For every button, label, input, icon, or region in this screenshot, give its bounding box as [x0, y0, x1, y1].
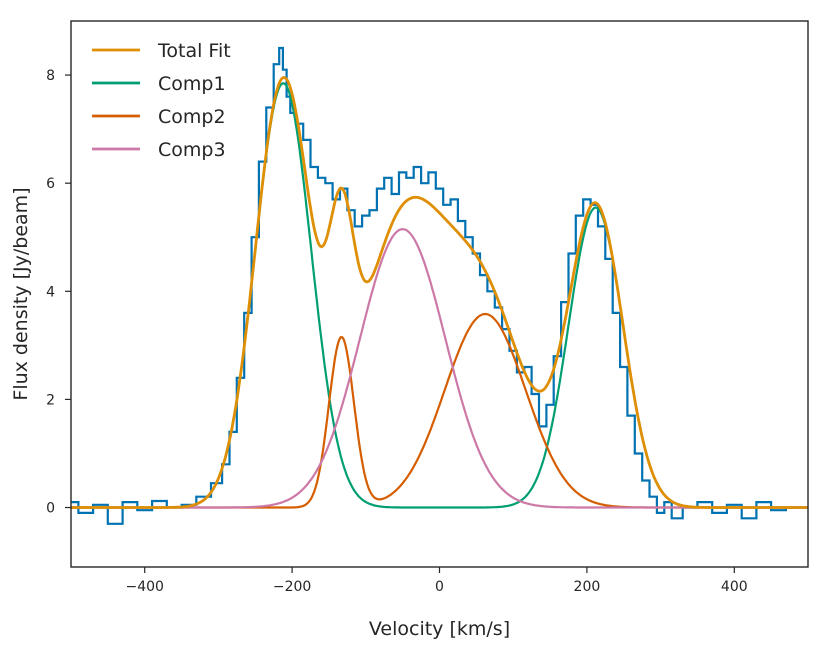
x-tick-label: −200	[273, 579, 311, 595]
legend-label-comp2: Comp2	[158, 106, 226, 128]
legend-label-comp3: Comp3	[158, 139, 226, 161]
axes: −400 −200 0 200 400 0 2 4 6 8	[46, 20, 809, 595]
x-tick-label: −400	[125, 579, 163, 595]
plot-frame	[70, 20, 809, 568]
legend-label-comp1: Comp1	[158, 73, 226, 95]
y-tick-label: 0	[46, 501, 55, 517]
x-tick-label: 0	[435, 579, 444, 595]
plot-area	[71, 46, 808, 525]
y-tick-label: 8	[46, 68, 55, 84]
x-tick-label: 200	[574, 579, 601, 595]
y-tick-label: 2	[46, 392, 55, 408]
legend: Total Fit Comp1 Comp2 Comp3	[92, 40, 231, 161]
series-line-total-fit	[71, 76, 808, 509]
legend-label-total-fit: Total Fit	[157, 40, 231, 62]
y-axis-label: Flux density [Jy/beam]	[10, 187, 32, 400]
spectrum-data-line	[71, 46, 808, 525]
y-tick-label: 6	[46, 176, 55, 192]
y-tick-label: 4	[46, 284, 55, 300]
x-tick-label: 400	[721, 579, 748, 595]
series-line-comp2	[71, 312, 808, 509]
x-axis-label: Velocity [km/s]	[369, 618, 510, 640]
series-line-comp3	[71, 227, 808, 509]
